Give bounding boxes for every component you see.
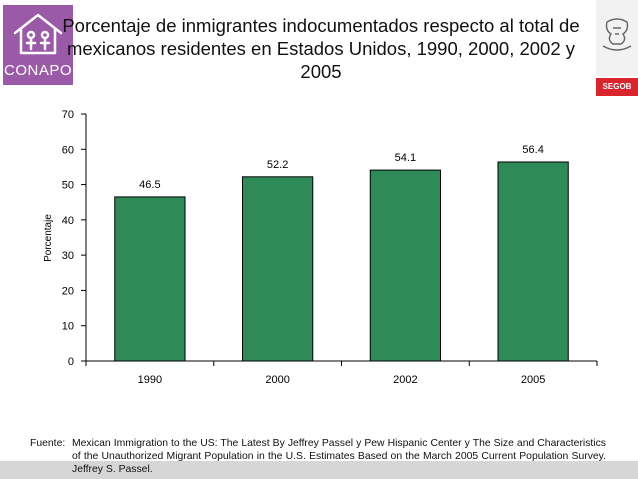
conapo-house-icon bbox=[13, 13, 63, 55]
y-tick-label: 40 bbox=[62, 215, 74, 227]
y-tick-label: 0 bbox=[68, 356, 74, 368]
data-label-2005: 56.4 bbox=[522, 144, 543, 156]
conapo-logo: CONAPO bbox=[3, 5, 73, 85]
source-label: Fuente: bbox=[30, 438, 66, 449]
y-tick-label: 70 bbox=[62, 109, 74, 121]
x-tick-label-2002: 2002 bbox=[393, 374, 417, 386]
y-tick-label: 20 bbox=[62, 285, 74, 297]
x-tick-label-2005: 2005 bbox=[521, 374, 545, 386]
data-label-2000: 52.2 bbox=[267, 159, 288, 171]
y-tick-label: 30 bbox=[62, 250, 74, 262]
segob-logo: SEGOB bbox=[596, 0, 638, 98]
bar-2005 bbox=[497, 161, 569, 362]
source-text: Mexican Immigration to the US: The Lates… bbox=[72, 438, 606, 475]
y-tick-label: 50 bbox=[62, 180, 74, 192]
bar-1990 bbox=[114, 196, 186, 362]
conapo-logo-text: CONAPO bbox=[3, 62, 72, 79]
data-label-1990: 46.5 bbox=[139, 179, 160, 191]
bar-2002 bbox=[369, 169, 442, 362]
x-tick-label-2000: 2000 bbox=[265, 374, 289, 386]
y-tick-label: 60 bbox=[62, 144, 74, 156]
bar-2000 bbox=[241, 176, 314, 362]
mexican-eagle-seal-icon bbox=[602, 18, 632, 51]
segob-label: SEGOB bbox=[596, 78, 638, 96]
data-label-2002: 54.1 bbox=[395, 152, 416, 164]
y-axis-title: Porcentaje bbox=[43, 214, 54, 262]
segob-seal-area bbox=[596, 0, 638, 76]
source-note: Fuente: Mexican Immigration to the US: T… bbox=[30, 437, 606, 476]
page-title: Porcentaje de inmigrantes indocumentados… bbox=[62, 15, 580, 82]
x-tick-label-1990: 1990 bbox=[138, 374, 162, 386]
y-tick-label: 10 bbox=[62, 321, 74, 333]
